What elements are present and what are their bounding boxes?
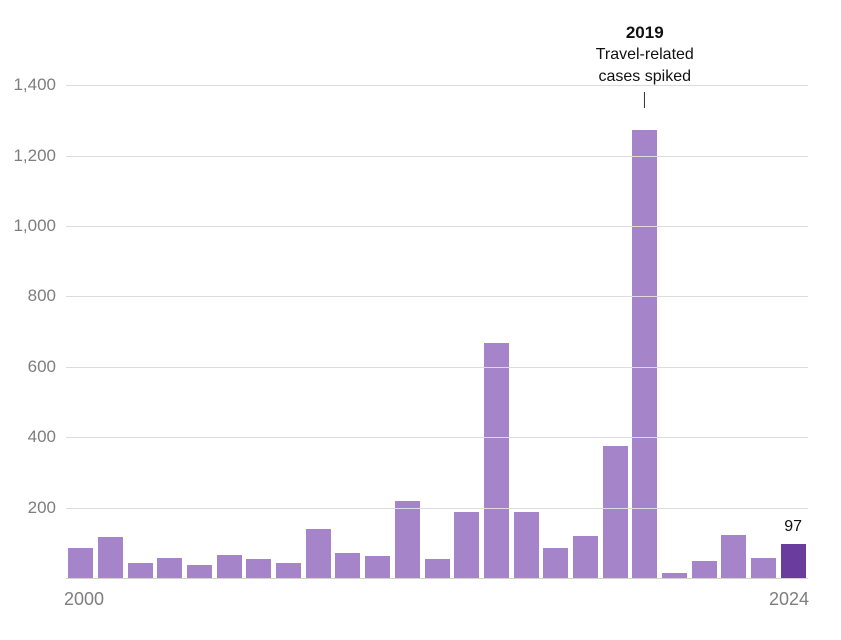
bar-2006 — [246, 558, 272, 578]
bar-2020 — [661, 573, 687, 578]
y-tick-label-1,000: 1,000 — [13, 216, 56, 235]
bar-2001 — [98, 537, 124, 578]
x-axis-label-end: 2024 — [768, 589, 809, 609]
bar-2012 — [424, 558, 450, 578]
bar-2009 — [335, 553, 361, 578]
annotation-title: 2019 — [625, 23, 664, 42]
bar-2016 — [543, 547, 569, 578]
bar-value-label-2024: 97 — [784, 517, 803, 535]
annotation-pointer-line — [644, 92, 646, 108]
gridline-1,000 — [66, 226, 808, 227]
bar-2023 — [750, 557, 776, 578]
bar-2022 — [721, 535, 747, 578]
bar-2021 — [691, 560, 717, 578]
bar-2014 — [483, 343, 509, 578]
y-tick-label-800: 800 — [27, 286, 56, 306]
y-tick-label-200: 200 — [27, 497, 56, 517]
bar-2008 — [305, 528, 331, 578]
y-tick-label-400: 400 — [27, 427, 56, 447]
bar-2003 — [157, 558, 183, 578]
bar-2018 — [602, 446, 628, 578]
annotation-line-2: cases spiked — [598, 68, 691, 85]
gridline-600 — [66, 366, 808, 368]
annotation-2019: 2019 Travel-related cases spiked — [596, 22, 694, 108]
bar-2013 — [454, 512, 480, 578]
gridline-800 — [66, 296, 808, 298]
bar-2000 — [68, 547, 94, 578]
plot-area — [66, 0, 808, 578]
bar-2024 — [780, 543, 806, 578]
bar-2010 — [365, 555, 391, 578]
x-axis-baseline — [66, 578, 808, 579]
gridline-400 — [66, 437, 808, 439]
bar-2019 — [632, 129, 658, 578]
bar-2011 — [394, 500, 420, 578]
x-axis-label-start: 2000 — [64, 589, 105, 609]
gridline-1,400 — [66, 85, 808, 87]
bar-2005 — [216, 554, 242, 578]
bar-2002 — [127, 562, 153, 578]
bar-2007 — [276, 562, 302, 578]
y-tick-label-1,200: 1,200 — [13, 145, 56, 165]
annotation-line-1: Travel-related — [595, 46, 694, 63]
bar-2015 — [513, 511, 539, 578]
bar-2004 — [187, 564, 213, 578]
y-tick-label-600: 600 — [27, 356, 56, 376]
gridline-1,200 — [66, 155, 808, 157]
bar-2017 — [572, 535, 598, 578]
gridline-200 — [66, 507, 808, 509]
y-tick-label-1,400: 1,400 — [13, 75, 56, 95]
